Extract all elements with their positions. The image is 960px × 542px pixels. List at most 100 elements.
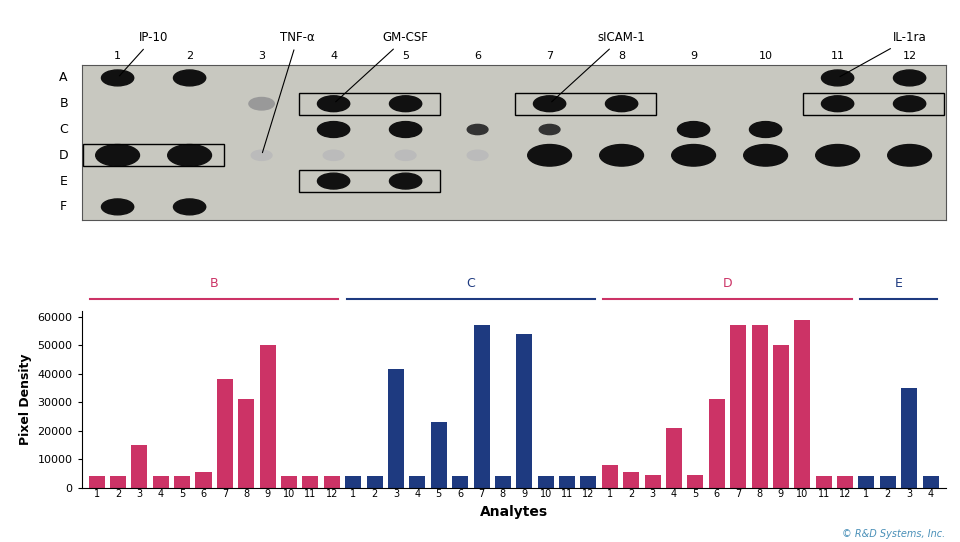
Bar	[816, 476, 831, 488]
Text: D: D	[59, 149, 68, 162]
Ellipse shape	[672, 145, 715, 166]
Ellipse shape	[894, 96, 925, 112]
Text: IP-10: IP-10	[119, 31, 168, 76]
Ellipse shape	[606, 96, 637, 112]
Bar	[409, 476, 425, 488]
Ellipse shape	[744, 145, 787, 166]
Bar	[516, 334, 532, 488]
Bar	[259, 345, 276, 488]
Bar	[794, 320, 810, 488]
Ellipse shape	[816, 145, 859, 166]
Ellipse shape	[318, 96, 349, 112]
Ellipse shape	[96, 145, 139, 166]
Ellipse shape	[174, 70, 205, 86]
Bar	[388, 370, 404, 488]
Bar	[452, 476, 468, 488]
Ellipse shape	[468, 150, 488, 160]
Bar	[623, 472, 639, 488]
Ellipse shape	[174, 199, 205, 215]
Bar	[752, 325, 768, 488]
Bar	[901, 388, 917, 488]
Text: B: B	[210, 277, 219, 290]
Text: 8: 8	[618, 51, 625, 61]
Bar	[666, 428, 682, 488]
Bar	[708, 399, 725, 488]
Text: E: E	[895, 277, 902, 290]
Ellipse shape	[678, 121, 709, 138]
Bar	[495, 476, 511, 488]
Bar	[346, 476, 361, 488]
Text: 3: 3	[258, 51, 265, 61]
Bar	[581, 476, 596, 488]
Y-axis label: Pixel Density: Pixel Density	[19, 353, 32, 445]
Text: C: C	[467, 277, 475, 290]
Bar	[473, 325, 490, 488]
Ellipse shape	[822, 70, 853, 86]
Bar	[281, 476, 297, 488]
Text: 1: 1	[114, 51, 121, 61]
Bar	[302, 476, 319, 488]
Bar	[110, 476, 126, 488]
Ellipse shape	[894, 70, 925, 86]
Bar	[644, 475, 660, 488]
Text: 7: 7	[546, 51, 553, 61]
Bar	[153, 476, 169, 488]
Bar	[174, 476, 190, 488]
Ellipse shape	[750, 121, 781, 138]
Text: C: C	[60, 123, 68, 136]
Bar	[217, 379, 233, 488]
Text: E: E	[60, 175, 67, 188]
Text: 5: 5	[402, 51, 409, 61]
Text: D: D	[723, 277, 732, 290]
Text: A: A	[60, 72, 68, 85]
Ellipse shape	[528, 145, 571, 166]
X-axis label: Analytes: Analytes	[480, 505, 547, 519]
Bar	[923, 476, 939, 488]
Text: F: F	[60, 201, 67, 214]
Ellipse shape	[168, 145, 211, 166]
Ellipse shape	[888, 145, 931, 166]
Bar	[559, 476, 575, 488]
Ellipse shape	[324, 150, 344, 160]
Bar	[773, 345, 789, 488]
Text: © R&D Systems, Inc.: © R&D Systems, Inc.	[842, 530, 946, 539]
Bar	[324, 476, 340, 488]
Text: 6: 6	[474, 51, 481, 61]
Bar	[879, 476, 896, 488]
Text: 10: 10	[758, 51, 773, 61]
Bar	[538, 476, 554, 488]
Text: IL-1ra: IL-1ra	[840, 31, 926, 76]
Bar	[238, 399, 254, 488]
Text: TNF-α: TNF-α	[262, 31, 315, 153]
Text: 12: 12	[902, 51, 917, 61]
Bar	[515, 93, 657, 114]
Bar	[731, 325, 746, 488]
Bar	[196, 472, 211, 488]
Bar	[88, 476, 105, 488]
Bar	[132, 445, 148, 488]
Ellipse shape	[390, 173, 421, 189]
Ellipse shape	[540, 125, 560, 134]
Ellipse shape	[534, 96, 565, 112]
Ellipse shape	[318, 173, 349, 189]
Ellipse shape	[600, 145, 643, 166]
Ellipse shape	[249, 98, 275, 110]
Bar	[858, 476, 875, 488]
Ellipse shape	[822, 96, 853, 112]
Bar	[602, 465, 618, 488]
Ellipse shape	[102, 199, 133, 215]
Bar	[803, 93, 945, 114]
Text: GM-CSF: GM-CSF	[336, 31, 428, 102]
Ellipse shape	[396, 150, 416, 160]
Text: 4: 4	[330, 51, 337, 61]
Bar	[367, 476, 383, 488]
Text: sICAM-1: sICAM-1	[552, 31, 645, 102]
Bar	[837, 476, 853, 488]
Ellipse shape	[102, 70, 133, 86]
Text: B: B	[60, 97, 68, 110]
Ellipse shape	[390, 96, 421, 112]
Bar	[687, 475, 704, 488]
Bar	[300, 93, 441, 114]
Ellipse shape	[468, 125, 488, 134]
Bar	[300, 170, 441, 192]
